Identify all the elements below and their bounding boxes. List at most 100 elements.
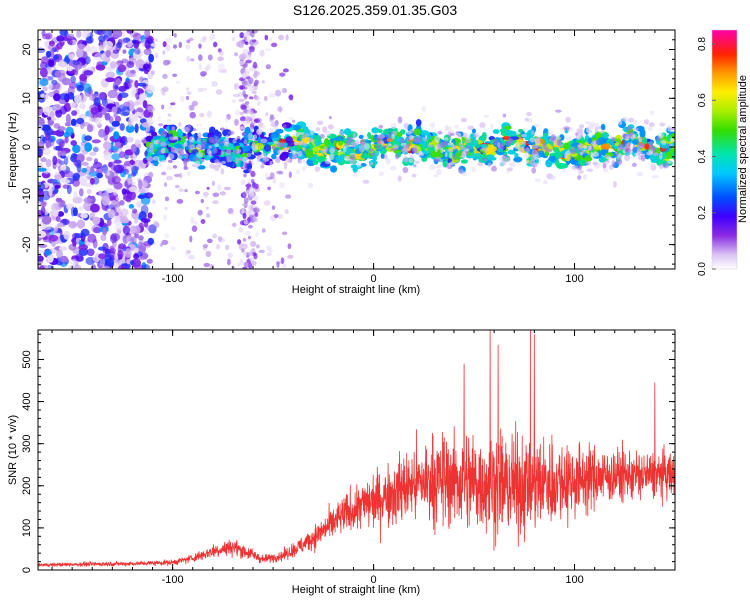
heat-cell [101, 195, 111, 206]
heat-cell [57, 61, 68, 68]
heat-cell [93, 30, 104, 35]
heat-cell [80, 228, 90, 237]
heat-cell [302, 166, 306, 172]
heat-cell [137, 241, 144, 249]
heat-cell [98, 35, 106, 43]
figure-title: S126.2025.359.01.35.G03 [293, 2, 457, 18]
heat-cell [287, 159, 292, 163]
heat-cell [195, 123, 203, 127]
heat-cell [197, 209, 203, 216]
heat-cell [122, 225, 131, 235]
heat-cell [151, 70, 155, 76]
heat-cell [364, 143, 370, 150]
heat-cell [42, 225, 52, 231]
heat-cell [212, 233, 218, 239]
heat-cell [352, 132, 357, 139]
heat-cell [113, 131, 120, 140]
heat-cell [520, 141, 527, 145]
heat-cell [633, 127, 639, 131]
spectrogram-ytick-label: 0 [21, 144, 33, 150]
heat-cell [328, 115, 332, 120]
heat-cell [419, 130, 430, 136]
heat-cell [62, 218, 67, 226]
heat-cell [38, 140, 45, 150]
heat-cell [72, 144, 81, 154]
heat-cell [515, 131, 520, 136]
heat-cell [111, 153, 121, 161]
heat-cell [225, 134, 230, 141]
heat-cell [250, 31, 255, 38]
heat-cell [171, 126, 176, 131]
heat-cell [114, 215, 121, 224]
heat-cell [63, 170, 74, 178]
heat-cell [579, 151, 584, 156]
heat-cell [166, 166, 174, 171]
heat-cell [206, 206, 209, 210]
heat-cell [269, 37, 273, 43]
heat-cell [243, 220, 249, 225]
heat-cell [493, 138, 498, 146]
heat-cell [133, 253, 140, 260]
heat-cell [248, 85, 255, 92]
heat-cell [252, 216, 256, 222]
heat-cell [238, 60, 245, 65]
heat-cell [602, 162, 607, 169]
heat-cell [141, 122, 150, 128]
heat-cell [358, 145, 366, 152]
heat-cell [161, 91, 166, 96]
heat-cell [606, 156, 613, 160]
heat-cell [39, 78, 49, 87]
heat-cell [76, 219, 86, 229]
heat-cell [206, 186, 210, 190]
heat-cell [395, 153, 399, 160]
snr-xtick-label: -100 [162, 574, 184, 586]
heat-cell [45, 158, 52, 168]
heat-cell [449, 152, 453, 159]
heat-cell [47, 68, 53, 75]
heat-cell [206, 148, 211, 155]
heat-cell [79, 73, 88, 82]
heat-cell [255, 231, 260, 238]
heat-cell [353, 172, 358, 178]
heat-cell [105, 188, 113, 194]
heat-cell [162, 73, 168, 79]
heat-cell [187, 250, 191, 254]
heat-cell [40, 93, 45, 99]
heat-cell [216, 243, 221, 250]
heat-cell [200, 219, 206, 224]
heat-cell [464, 148, 469, 152]
heat-cell [60, 255, 68, 263]
heat-cell [157, 140, 162, 145]
heat-cell [281, 264, 287, 268]
heat-cell [225, 244, 230, 250]
heat-cell [386, 133, 391, 140]
heat-cell [400, 129, 406, 135]
heat-cell [259, 49, 265, 57]
heat-cell [157, 115, 161, 122]
heat-cell [147, 155, 154, 162]
heat-cell [416, 151, 422, 156]
heat-cell [250, 120, 256, 126]
heat-cell [51, 202, 59, 212]
heat-cell [198, 63, 202, 70]
heat-cell [670, 137, 674, 143]
heat-cell [122, 49, 127, 54]
heat-cell [140, 218, 151, 223]
heat-cell [158, 123, 164, 127]
heat-cell [243, 139, 248, 145]
heat-cell [57, 211, 65, 217]
heat-cell [114, 211, 119, 217]
heat-cell [100, 234, 107, 242]
heat-cell [240, 179, 246, 185]
heat-cell [70, 75, 76, 84]
colorbar-tick-label: 0.4 [697, 149, 708, 163]
heat-cell [358, 134, 364, 139]
heat-cell [113, 182, 123, 190]
spectrogram-xtick-label: 100 [565, 273, 583, 285]
heat-cell [120, 218, 130, 224]
heat-cell [113, 112, 118, 119]
heat-cell [378, 124, 384, 129]
heat-cell [518, 129, 524, 133]
heat-cell [115, 141, 121, 148]
heat-cell [111, 200, 117, 206]
